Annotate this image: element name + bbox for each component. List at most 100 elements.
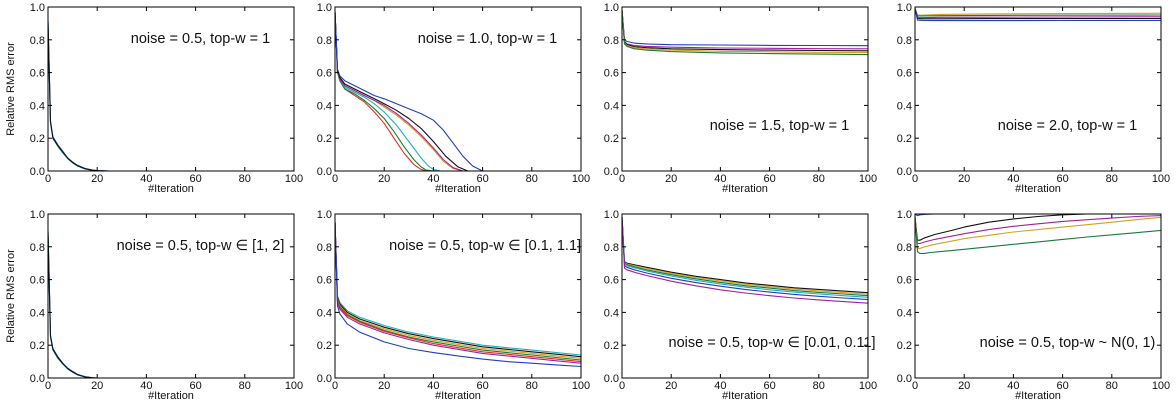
- series-line-1: [335, 222, 581, 356]
- x-axis-label: #Iteration: [722, 183, 768, 195]
- panel-annotation: noise = 0.5, top-w ∈ [0.01, 0.11]: [669, 335, 876, 351]
- x-tick-label: 40: [1007, 173, 1019, 185]
- y-tick-label: 0.8: [317, 242, 332, 254]
- x-tick-label: 80: [526, 173, 538, 185]
- series-line-1: [622, 10, 868, 47]
- y-tick-label: 0.0: [897, 166, 912, 178]
- x-tick-label: 0: [45, 173, 51, 185]
- y-tick-label: 0.6: [604, 275, 619, 287]
- x-tick-label: 40: [1007, 380, 1019, 392]
- plot-frame: [334, 213, 582, 379]
- series-group: [622, 10, 868, 56]
- x-tick-label: 0: [619, 380, 625, 392]
- x-tick-label: 20: [958, 380, 970, 392]
- panel-annotation: noise = 0.5, top-w ∈ [1, 2]: [117, 238, 285, 254]
- x-tick-label: 100: [285, 380, 303, 392]
- y-tick-label: 0.0: [317, 166, 332, 178]
- series-group: [335, 11, 581, 171]
- x-tick-label: 40: [714, 380, 726, 392]
- y-tick-label: 0.0: [30, 166, 45, 178]
- series-line-3: [48, 231, 294, 378]
- x-tick-label: 80: [526, 380, 538, 392]
- y-tick-label: 0.4: [897, 100, 912, 112]
- x-tick-label: 40: [714, 173, 726, 185]
- series-group: [335, 222, 581, 368]
- series-line-3: [915, 215, 1161, 245]
- y-tick-label: 0.0: [604, 166, 619, 178]
- y-tick-label: 0.8: [30, 35, 45, 47]
- y-tick-label: 0.0: [604, 373, 619, 385]
- y-tick-label: 0.2: [897, 340, 912, 352]
- series-line-5: [915, 8, 1161, 22]
- series-group: [915, 214, 1161, 254]
- panel-annotation: noise = 0.5, top-w ~ N(0, 1): [980, 335, 1156, 351]
- series-line-5: [335, 11, 581, 171]
- panel-annotation: noise = 2.0, top-w = 1: [998, 118, 1137, 134]
- series-line-1: [622, 217, 868, 294]
- y-tick-label: 1.0: [317, 2, 332, 14]
- y-tick-label: 0.8: [604, 35, 619, 47]
- y-tick-label: 0.4: [604, 100, 619, 112]
- plot-frame: [914, 6, 1162, 172]
- x-tick-label: 60: [763, 380, 775, 392]
- plot-frame: [47, 213, 295, 379]
- y-tick-label: 0.4: [897, 307, 912, 319]
- chart-panel-5: 0 20 40 60 80 100 0.0 0.2 0.4 0.6 0.8 1.0 #Iteration…: [5, 209, 303, 402]
- plot-frame: [621, 6, 869, 172]
- x-tick-label: 40: [140, 173, 152, 185]
- y-tick-label: 1.0: [897, 209, 912, 221]
- y-tick-label: 1.0: [30, 209, 45, 221]
- series-group: [622, 217, 868, 304]
- series-line-4: [915, 216, 1161, 249]
- chart-panel-3: 0 20 40 60 80 100 0.0 0.2 0.4 0.6 0.8 1.0 #Iteration…: [604, 2, 877, 195]
- y-tick-label: 0.2: [317, 133, 332, 145]
- x-tick-label: 0: [619, 173, 625, 185]
- series-line-6: [335, 11, 581, 171]
- series-line-4: [622, 10, 868, 54]
- series-group: [48, 230, 294, 378]
- x-tick-label: 20: [665, 380, 677, 392]
- x-tick-label: 80: [813, 380, 825, 392]
- x-tick-label: 60: [476, 173, 488, 185]
- x-tick-label: 40: [427, 380, 439, 392]
- x-tick-label: 100: [859, 173, 877, 185]
- x-tick-label: 20: [665, 173, 677, 185]
- series-line-7: [335, 222, 581, 368]
- x-tick-label: 80: [239, 380, 251, 392]
- series-line-2: [915, 214, 1161, 241]
- y-tick-label: 0.6: [604, 68, 619, 80]
- y-tick-label: 0.8: [30, 242, 45, 254]
- y-tick-label: 0.2: [897, 133, 912, 145]
- x-tick-label: 60: [189, 173, 201, 185]
- series-line-2: [335, 222, 581, 358]
- x-tick-label: 100: [285, 173, 303, 185]
- y-tick-label: 1.0: [604, 209, 619, 221]
- x-tick-label: 20: [958, 173, 970, 185]
- x-axis-label: #Iteration: [435, 183, 481, 195]
- series-line-2: [915, 8, 1161, 17]
- series-line-5: [622, 10, 868, 56]
- x-axis-label: #Iteration: [148, 390, 194, 402]
- y-tick-label: 0.6: [30, 275, 45, 287]
- x-tick-label: 0: [912, 173, 918, 185]
- y-tick-label: 0.6: [897, 275, 912, 287]
- y-tick-label: 0.2: [317, 340, 332, 352]
- series-line-5: [622, 217, 868, 301]
- x-tick-label: 100: [1152, 380, 1170, 392]
- y-tick-label: 1.0: [897, 2, 912, 14]
- chart-panel-7: 0 20 40 60 80 100 0.0 0.2 0.4 0.6 0.8 1.0 #Iteration…: [604, 209, 877, 402]
- y-tick-label: 0.6: [317, 275, 332, 287]
- x-tick-label: 0: [45, 380, 51, 392]
- x-tick-label: 0: [332, 173, 338, 185]
- x-tick-label: 20: [378, 380, 390, 392]
- series-line-5: [335, 222, 581, 363]
- series-line-6: [335, 222, 581, 364]
- chart-panel-6: 0 20 40 60 80 100 0.0 0.2 0.4 0.6 0.8 1.0 #Iteration…: [317, 209, 590, 402]
- series-line-3: [622, 10, 868, 52]
- series-line-2: [48, 233, 294, 378]
- panel-annotation: noise = 1.0, top-w = 1: [418, 31, 557, 47]
- plot-frame: [47, 6, 295, 172]
- y-tick-label: 0.8: [317, 35, 332, 47]
- y-tick-label: 0.6: [897, 68, 912, 80]
